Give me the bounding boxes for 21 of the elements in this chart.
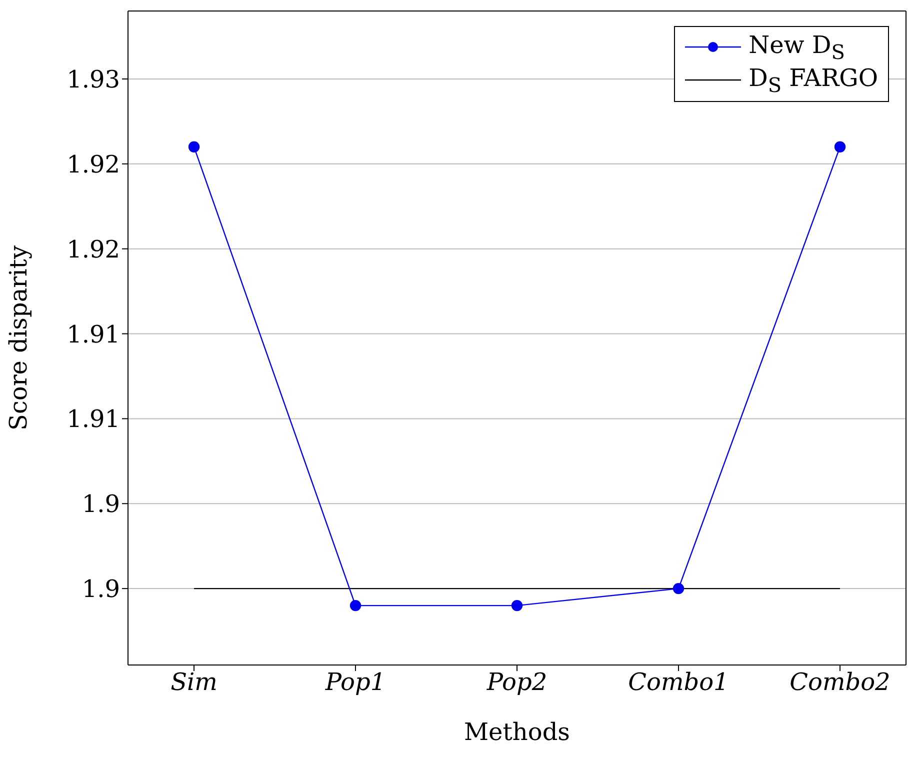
x-tick-label: Pop2 — [486, 668, 548, 696]
x-axis-title: Methods — [464, 718, 570, 746]
y-tick-label: 1.9 — [82, 490, 120, 518]
y-tick-label: 1.92 — [66, 235, 120, 264]
point — [350, 600, 362, 612]
y-tick-label: 1.91 — [66, 320, 120, 348]
y-tick-label: 1.91 — [66, 405, 120, 434]
y-tick-label: 1.9 — [82, 575, 120, 604]
legend-label: New D$_{S}$ — [748, 31, 845, 64]
y-axis-title: Score disparity — [4, 245, 33, 431]
legend-label: D$_{S}$ FARGO — [748, 64, 878, 97]
point — [672, 582, 684, 594]
x-tick-label: Combo2 — [790, 668, 890, 696]
y-tick-label: 1.92 — [66, 150, 120, 178]
x-tick-label: Sim — [170, 668, 218, 696]
x-tick-label: Combo1 — [628, 668, 729, 696]
point — [511, 600, 523, 612]
point — [834, 141, 846, 152]
x-tick-label: Pop1 — [324, 668, 386, 696]
point — [188, 141, 200, 152]
y-tick-label: 1.93 — [66, 65, 120, 94]
